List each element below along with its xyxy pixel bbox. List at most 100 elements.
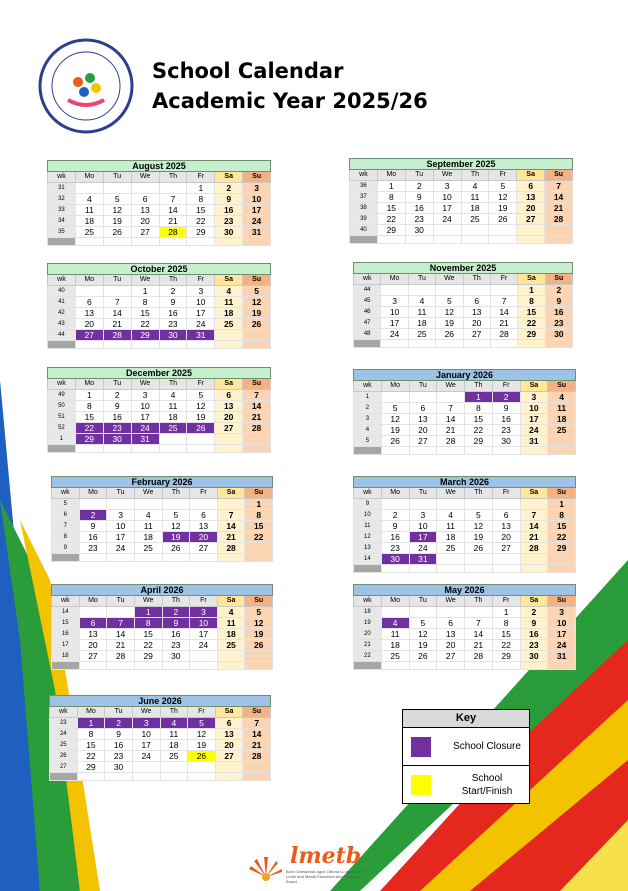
spacer-cell [76, 772, 106, 781]
day-header: wk [47, 171, 76, 183]
title-line-1: School Calendar [152, 59, 344, 83]
week-row: 5 26 27 28 29 30 31 [353, 435, 576, 447]
date-cell: 9 [214, 193, 244, 205]
spacer-cell [130, 237, 160, 246]
week-row: 44 1 2 [352, 284, 574, 296]
date-cell: 25 [74, 226, 104, 238]
date-cell [460, 224, 490, 236]
date-cell: 18 [460, 202, 490, 214]
date-cell: 28 [544, 213, 573, 225]
date-cell: 21 [158, 215, 188, 227]
date-cell: 22 [130, 318, 160, 330]
date-cell [436, 606, 465, 618]
month-name: December 2025 [47, 367, 271, 379]
spacer-cell [214, 340, 244, 349]
date-cell: 24 [131, 750, 161, 762]
week-number: 19 [353, 617, 382, 629]
spacer-cell [516, 235, 546, 244]
lmetb-logo: lmetb Bord Oideachais agus Oiliúna Lú ag… [246, 843, 366, 884]
spacer-cell [216, 661, 246, 670]
week-number: 36 [349, 180, 378, 192]
date-cell: 8 [74, 400, 104, 412]
date-cell: 26 [187, 750, 216, 762]
day-header: Sa [214, 706, 244, 718]
date-cell: 29 [186, 226, 216, 238]
date-cell: 2 [104, 717, 133, 729]
date-cell: 7 [242, 389, 271, 401]
week-row: 52 22 23 24 25 26 27 28 [47, 422, 271, 434]
date-cell: 30 [491, 435, 521, 447]
date-cell [158, 433, 188, 445]
date-cell: 23 [404, 213, 434, 225]
lmetb-subtitle: Bord Oideachais agus Oiliúna Lú agus na … [286, 869, 366, 884]
day-header: Mo [380, 487, 410, 499]
date-cell: 11 [133, 520, 163, 532]
date-cell: 17 [380, 317, 409, 329]
spacer-cell [464, 564, 493, 573]
week-number: 11 [353, 520, 382, 532]
date-cell: 24 [408, 542, 438, 554]
date-cell: 2 [404, 180, 434, 192]
date-cell: 14 [544, 191, 573, 203]
day-header: Tu [102, 274, 132, 286]
spacer-cell [158, 444, 188, 453]
date-cell [214, 761, 244, 773]
date-cell: 13 [436, 628, 465, 640]
date-cell: 22 [186, 215, 216, 227]
date-cell: 28 [242, 750, 271, 762]
date-cell: 12 [244, 617, 273, 629]
date-cell [187, 761, 216, 773]
date-cell: 19 [186, 411, 216, 423]
date-cell: 11 [436, 520, 465, 532]
spacer-cell [47, 340, 76, 349]
day-header: wk [51, 595, 80, 607]
date-cell: 3 [131, 717, 161, 729]
date-cell: 1 [464, 391, 493, 403]
date-cell: 2 [214, 182, 244, 194]
date-cell: 5 [242, 285, 271, 297]
spacer-cell [491, 661, 521, 670]
day-header: Tu [408, 380, 438, 392]
date-cell: 15 [186, 204, 216, 216]
date-cell: 2 [78, 509, 108, 521]
week-row: 14 1 2 3 4 5 [51, 606, 273, 618]
week-row: 48 24 25 26 27 28 29 30 [352, 328, 574, 340]
date-cell: 15 [76, 739, 106, 751]
week-number: 50 [47, 400, 76, 412]
day-header: Su [547, 487, 576, 499]
start-label: School Start/Finish [461, 772, 513, 797]
week-row: 39 22 23 24 25 26 27 28 [349, 213, 573, 225]
date-cell: 10 [380, 306, 409, 318]
month-table: March 2026 wk Mo Tu We Th Fr Sa Su 9 1 10 2 3 4 5 6 7 8 11 9… [353, 476, 576, 573]
date-cell: 28 [242, 422, 271, 434]
date-cell [244, 542, 273, 554]
date-cell: 21 [464, 639, 493, 651]
week-number: 45 [352, 295, 382, 307]
week-number: 34 [47, 215, 76, 227]
day-header: Mo [74, 171, 104, 183]
key-title: Key [403, 710, 529, 728]
day-header: Sa [517, 273, 546, 285]
week-number: 5 [353, 435, 382, 447]
day-header: We [130, 274, 160, 286]
spacer-cell [242, 340, 271, 349]
date-cell [244, 650, 273, 662]
spacer-cell [408, 661, 438, 670]
week-row: 21 18 19 20 21 22 23 24 [353, 639, 576, 651]
date-cell: 17 [242, 204, 271, 216]
date-cell [462, 284, 491, 296]
spacer-cell [491, 564, 521, 573]
date-cell: 4 [380, 617, 410, 629]
week-row: 22 25 26 27 28 29 30 31 [353, 650, 576, 662]
date-cell: 2 [380, 509, 410, 521]
date-cell: 12 [380, 413, 410, 425]
date-cell: 17 [186, 307, 216, 319]
date-cell: 29 [74, 433, 104, 445]
date-cell: 1 [186, 182, 216, 194]
week-row: 40 29 30 [349, 224, 573, 236]
date-cell: 29 [76, 761, 106, 773]
date-cell: 27 [462, 328, 491, 340]
date-cell: 24 [547, 639, 576, 651]
spacer-cell [353, 564, 382, 573]
